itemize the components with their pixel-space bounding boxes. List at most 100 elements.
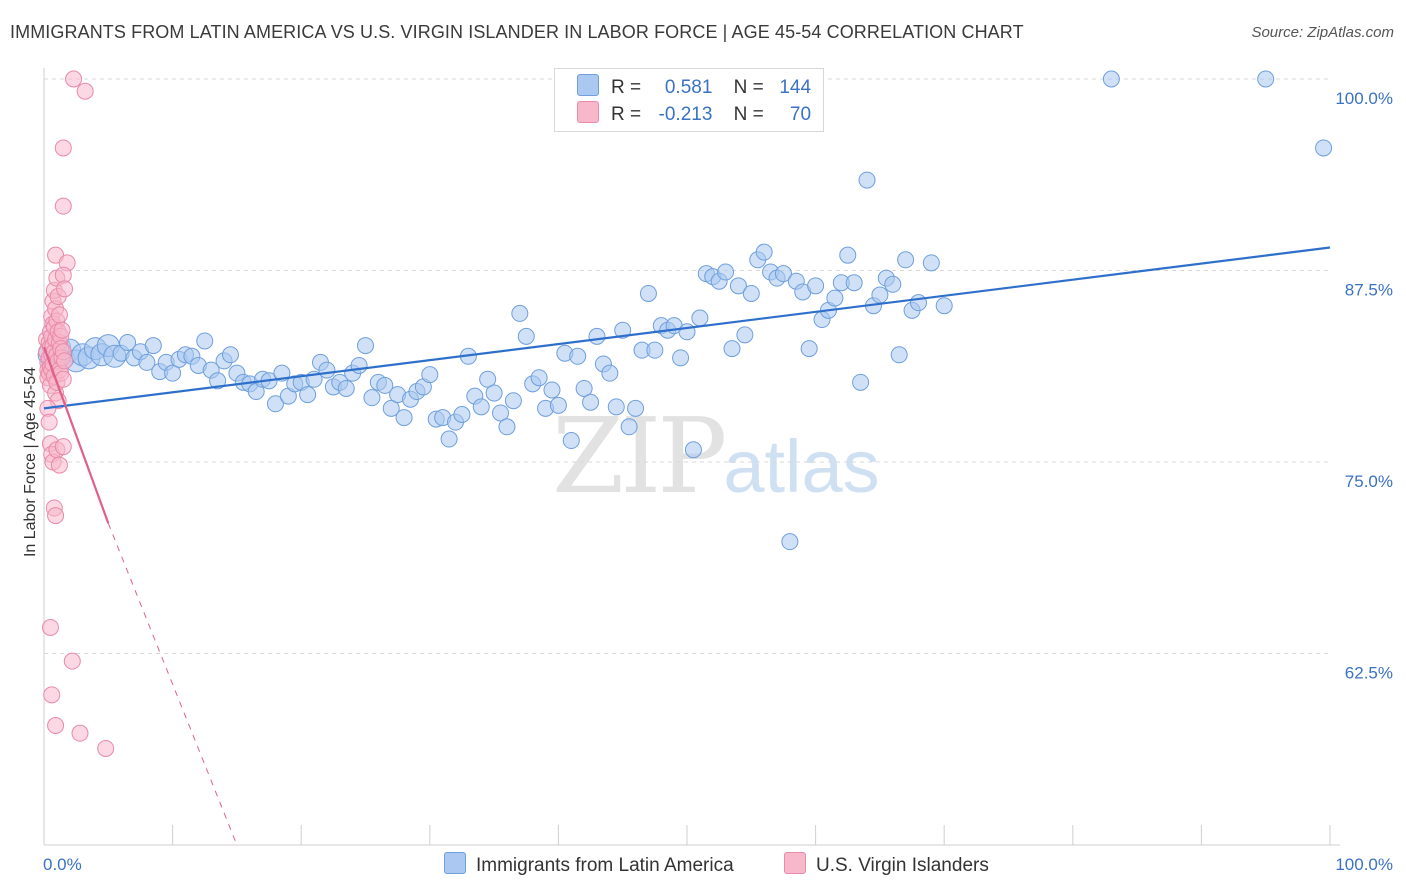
blue-data-point [440,430,458,448]
blue-data-point [1315,139,1333,157]
blue-data-point [337,379,355,397]
blue-data-point [935,297,953,315]
blue-data-point [485,384,503,402]
pink-data-point [41,618,59,636]
blue-data-point [588,327,606,345]
bottom-legend-label-pink: U.S. Virgin Islanders [816,855,989,876]
pink-trend-line [42,346,110,524]
pink-data-point [56,280,74,298]
legend-swatch-blue [577,74,599,96]
blue-data-point [909,294,927,312]
blue-data-point [209,372,227,390]
blue-data-point [318,361,336,379]
x-tick-label-end: 100.0% [1335,855,1393,874]
bottom-legend-swatch-blue [444,852,466,874]
y-tick-label: 75.0% [1345,472,1393,491]
blue-data-point [472,398,490,416]
blue-data-point [871,286,889,304]
blue-data-point [890,346,908,364]
legend-row-pink: R = -0.213 N = 70 [577,101,811,127]
blue-data-point [299,386,317,404]
blue-data-point [350,356,368,374]
blue-data-point [646,341,664,359]
y-tick-label: 62.5% [1345,664,1393,683]
pink-data-point [63,652,81,670]
pink-data-point [40,413,58,431]
blue-data-point [517,327,535,345]
watermark-atlas: atlas [723,425,880,508]
pink-trend-line-extension [107,523,238,846]
blue-data-point [511,304,529,322]
blue-data-point [582,393,600,411]
blue-data-point [845,274,863,292]
blue-data-point [575,379,593,397]
blue-data-point [607,398,625,416]
pink-data-point [71,724,89,742]
pink-data-point [65,70,83,88]
legend-row-blue: R = 0.581 N = 144 [577,74,811,100]
blue-data-point [498,418,516,436]
chart-title: IMMIGRANTS FROM LATIN AMERICA VS U.S. VI… [10,22,1024,42]
blue-data-point [363,389,381,407]
blue-data-point [884,275,902,293]
blue-data-point [639,284,657,302]
pink-data-point [50,456,68,474]
blue-data-point [684,441,702,459]
legend-r-value-pink: -0.213 [658,104,713,125]
blue-data-point [543,381,561,399]
blue-data-point [421,366,439,384]
blue-data-point [781,533,799,551]
y-tick-label: 100.0% [1335,89,1393,108]
blue-data-point [717,263,735,281]
blue-data-point [395,409,413,427]
blue-data-point [382,399,400,417]
pink-data-point [97,739,115,757]
source-label: Source: ZipAtlas.com [1251,24,1394,41]
blue-data-point [479,370,497,388]
blue-data-point [736,326,754,344]
blue-data-point [800,340,818,358]
pink-data-point [47,717,65,735]
legend-r-label-blue: R = [611,77,642,98]
blue-data-point [549,396,567,414]
blue-trend-line [43,246,1331,410]
stats-legend: R = 0.581 N = 144 R = -0.213 N = 70 [554,68,824,132]
bottom-legend-pink: U.S. Virgin Islanders [784,852,989,877]
blue-data-point [614,321,632,339]
blue-data-point [807,277,825,295]
pink-data-point [47,507,65,525]
blue-data-point [729,277,747,295]
blue-data-point [357,337,374,355]
legend-r-label-pink: R = [611,104,642,125]
blue-data-point [164,364,182,382]
blue-data-point [144,337,162,355]
blue-data-point [492,404,510,422]
blue-data-point [504,392,522,410]
blue-data-point [1102,70,1120,88]
x-tick-label-start: 0.0% [43,855,82,874]
blue-data-point [826,289,844,307]
blue-data-point [922,254,940,272]
blue-data-point [601,364,619,382]
pink-data-point [50,306,68,324]
pink-data-point [56,352,74,370]
blue-data-point [376,376,394,394]
blue-data-point [453,406,471,424]
legend-n-value-pink: 70 [789,104,812,125]
pink-data-point [76,82,94,100]
bottom-legend-label-blue: Immigrants from Latin America [476,855,734,876]
blue-data-point [723,340,741,358]
legend-r-value-blue: 0.581 [664,77,713,98]
legend-n-label-pink: N = [733,104,764,125]
blue-data-point [266,395,284,413]
blue-data-point [196,332,214,350]
blue-data-point [138,353,156,371]
blue-data-point [742,284,760,302]
blue-data-point [1257,70,1275,88]
blue-data-point [530,369,548,387]
blue-data-point [897,251,915,269]
legend-n-label-blue: N = [733,77,764,98]
pink-data-point [43,686,61,704]
blue-data-point [774,265,792,283]
